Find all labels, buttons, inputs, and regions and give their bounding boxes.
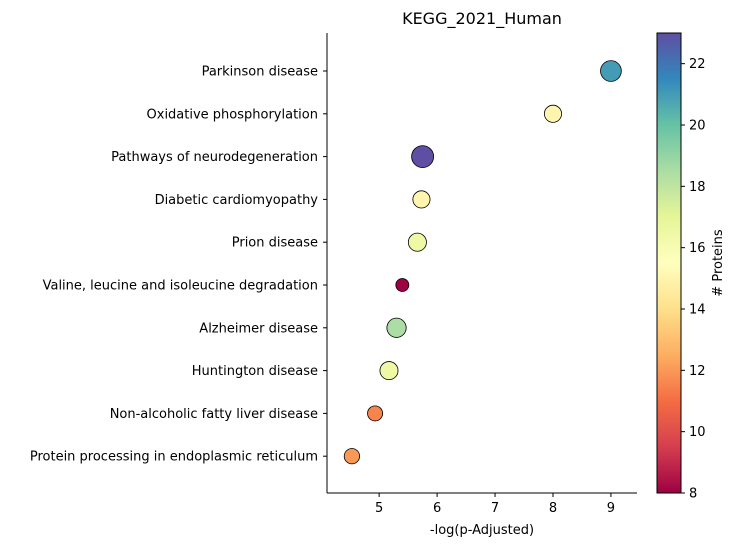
y-tick-label: Huntington disease — [192, 364, 318, 379]
x-tick-label: 5 — [375, 501, 383, 516]
y-tick-label: Non-alcoholic fatty liver disease — [110, 407, 318, 422]
y-tick-label: Prion disease — [232, 236, 318, 251]
colorbar-tick-label: 12 — [689, 364, 706, 379]
colorbar-tick-label: 18 — [689, 180, 706, 195]
y-tick-label: Valine, leucine and isoleucine degradati… — [43, 279, 318, 294]
data-points — [343, 60, 622, 465]
y-tick-label: Parkinson disease — [202, 65, 318, 80]
data-point — [407, 232, 427, 252]
data-point — [343, 448, 361, 465]
data-point — [379, 361, 399, 381]
colorbar-tick-label: 10 — [689, 425, 706, 440]
x-tick-label: 9 — [607, 501, 615, 516]
colorbar-tick-label: 14 — [689, 303, 706, 318]
chart-title: KEGG_2021_Human — [402, 9, 562, 29]
x-axis-label: -log(p-Adjusted) — [430, 523, 534, 538]
y-tick-label: Pathways of neurodegeneration — [111, 150, 318, 165]
x-tick-label: 6 — [433, 501, 441, 516]
y-tick-label: Protein processing in endoplasmic reticu… — [30, 450, 318, 465]
colorbar-tick-label: 8 — [689, 487, 697, 502]
data-point — [395, 278, 410, 292]
colorbar: 8 10 12 14 16 18 20 22 — [656, 32, 706, 502]
plot-axes — [326, 33, 637, 494]
x-tick-labels: 5 6 7 8 9 — [375, 493, 615, 516]
colorbar-gradient — [656, 32, 682, 494]
x-tick-label: 8 — [549, 501, 557, 516]
data-point — [386, 317, 407, 338]
y-tick-labels: Parkinson disease Oxidative phosphorylati… — [30, 65, 327, 465]
colorbar-tick-label: 20 — [689, 119, 706, 134]
x-tick-label: 7 — [491, 501, 499, 516]
data-point — [411, 145, 435, 169]
data-point — [367, 405, 384, 422]
y-tick-label: Alzheimer disease — [199, 321, 318, 336]
data-point — [543, 104, 562, 123]
data-point — [600, 60, 622, 82]
colorbar-tick-label: 16 — [689, 241, 706, 256]
colorbar-tick-label: 22 — [689, 57, 706, 72]
y-tick-label: Diabetic cardiomyopathy — [155, 193, 319, 208]
data-point — [412, 190, 431, 209]
y-tick-label: Oxidative phosphorylation — [147, 107, 318, 122]
colorbar-label: # Proteins — [711, 229, 726, 297]
